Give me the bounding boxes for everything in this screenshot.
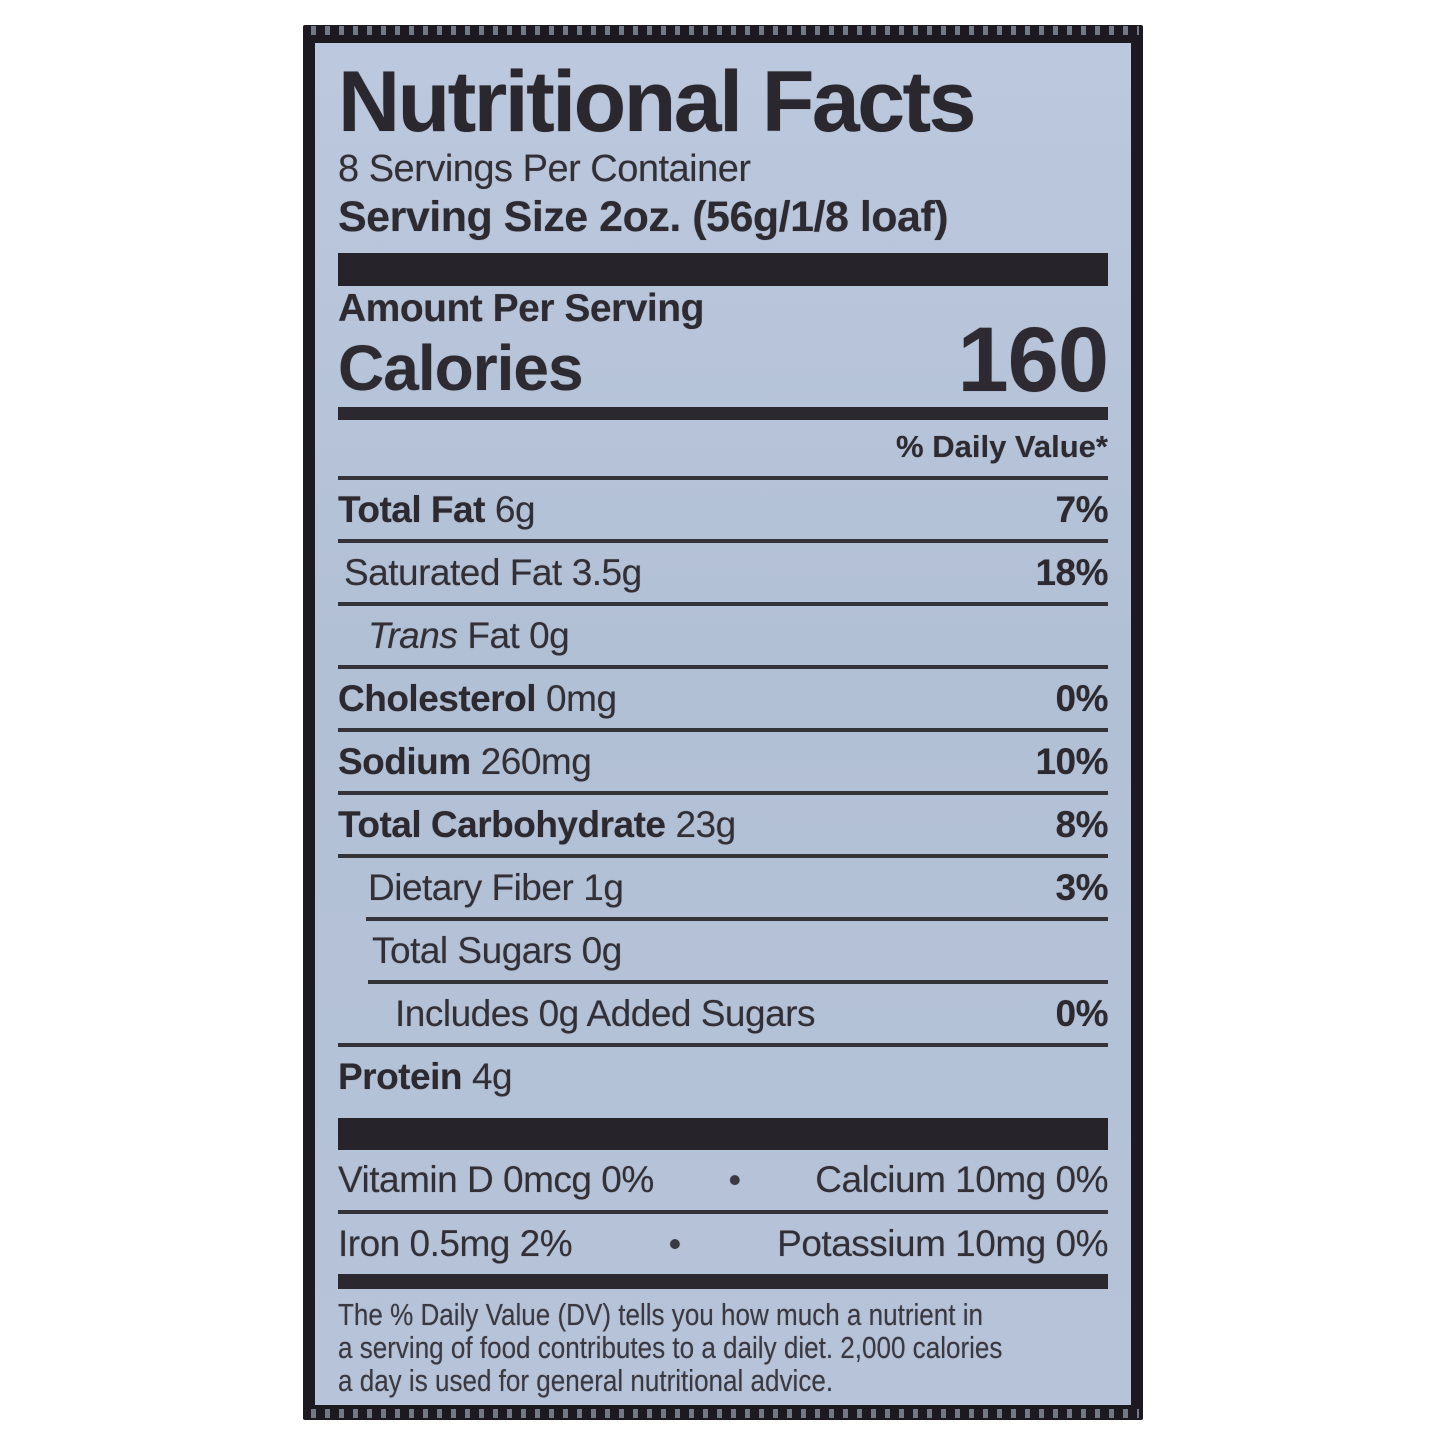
bullet-dot: • [668, 1223, 682, 1264]
nutrient-label: Total Carbohydrate 23g [338, 803, 736, 845]
separator-rule [338, 602, 1108, 606]
separator-rule [338, 791, 1108, 795]
daily-value-footnote: The % Daily Value (DV) tells you how muc… [338, 1298, 1108, 1397]
nutrient-percent: 0% [1055, 677, 1109, 719]
separator-rule-indented [366, 917, 1108, 921]
nutrient-label: Total Sugars 0g [372, 929, 622, 971]
package-seal-serration-bottom [307, 1409, 1139, 1418]
separator-rule-indented [368, 980, 1108, 984]
footnote-line: a day is used for general nutritional ad… [338, 1363, 834, 1398]
package-seal-serration-top [307, 26, 1139, 35]
nutrient-label: Sodium 260mg [338, 740, 592, 782]
daily-value-header: % Daily Value* [896, 429, 1108, 464]
separator-rule-medium [338, 407, 1108, 420]
separator-bar-thick [338, 253, 1108, 286]
nutrient-label: Saturated Fat 3.5g [344, 551, 642, 593]
calories-label: Calories [338, 332, 584, 404]
nutrient-row-added-sugars: Includes 0g Added Sugars 0% [338, 984, 1109, 1043]
nutrient-label: Includes 0g Added Sugars [395, 992, 816, 1034]
separator-bar-thick [338, 1118, 1108, 1150]
nutrient-percent: 10% [1035, 740, 1108, 782]
separator-rule [338, 728, 1108, 732]
servings-per-container: 8 Servings Per Container [338, 148, 751, 190]
calories-row: Calories 160 [338, 314, 1109, 406]
serving-size: Serving Size 2oz. (56g/1/8 loaf) [338, 193, 949, 241]
nutrient-label: Cholesterol 0mg [338, 677, 617, 719]
nutrient-row-total-carbohydrate: Total Carbohydrate 23g 8% [338, 795, 1109, 854]
bullet-dot: • [728, 1159, 741, 1200]
vitamin-d-value: Vitamin D 0mcg 0% [338, 1159, 654, 1200]
calories-value: 160 [957, 309, 1109, 411]
nutrient-percent: 3% [1055, 866, 1109, 908]
bread-bag-package: Nutritional Facts 8 Servings Per Contain… [303, 25, 1143, 1420]
separator-rule [338, 1210, 1108, 1214]
label-title: Nutritional Facts [338, 54, 977, 150]
amount-per-serving-heading: Amount Per Serving [338, 287, 704, 330]
separator-rule [338, 854, 1108, 858]
nutrient-percent: 7% [1055, 488, 1109, 530]
nutrient-row-cholesterol: Cholesterol 0mg 0% [338, 669, 1109, 728]
nutrient-row-protein: Protein 4g [338, 1047, 1108, 1106]
separator-rule [338, 665, 1108, 669]
vitamin-row-2: Iron 0.5mg 2% • Potassium 10mg 0% [338, 1214, 1108, 1274]
nutrient-label: Trans Fat 0g [368, 614, 570, 656]
separator-rule-semithick [338, 1274, 1108, 1289]
footnote-line: The % Daily Value (DV) tells you how muc… [338, 1297, 984, 1332]
calcium-value: Calcium 10mg 0% [815, 1159, 1108, 1200]
vitamin-row-1: Vitamin D 0mcg 0% • Calcium 10mg 0% [338, 1150, 1108, 1210]
nutrient-row-total-sugars: Total Sugars 0g [338, 921, 1108, 980]
nutrient-percent: 18% [1035, 551, 1108, 593]
separator-rule [338, 1043, 1108, 1047]
nutrition-facts-label: Nutritional Facts 8 Servings Per Contain… [315, 43, 1131, 1405]
nutrient-label: Total Fat 6g [338, 488, 536, 530]
footnote-line: a serving of food contributes to a daily… [338, 1330, 1003, 1365]
separator-rule [338, 539, 1108, 543]
nutrient-percent: 0% [1055, 992, 1109, 1034]
nutrient-row-saturated-fat: Saturated Fat 3.5g 18% [338, 543, 1108, 602]
nutrient-percent: 8% [1055, 803, 1109, 845]
nutrient-row-total-fat: Total Fat 6g 7% [338, 480, 1109, 539]
nutrient-label: Protein 4g [338, 1055, 513, 1097]
separator-rule [338, 476, 1108, 480]
iron-value: Iron 0.5mg 2% [338, 1223, 573, 1264]
nutrient-label: Dietary Fiber 1g [368, 866, 624, 908]
nutrient-row-trans-fat: Trans Fat 0g [338, 606, 1108, 665]
nutrient-row-dietary-fiber: Dietary Fiber 1g 3% [338, 858, 1109, 917]
nutrient-row-sodium: Sodium 260mg 10% [338, 732, 1108, 791]
potassium-value: Potassium 10mg 0% [777, 1223, 1108, 1264]
